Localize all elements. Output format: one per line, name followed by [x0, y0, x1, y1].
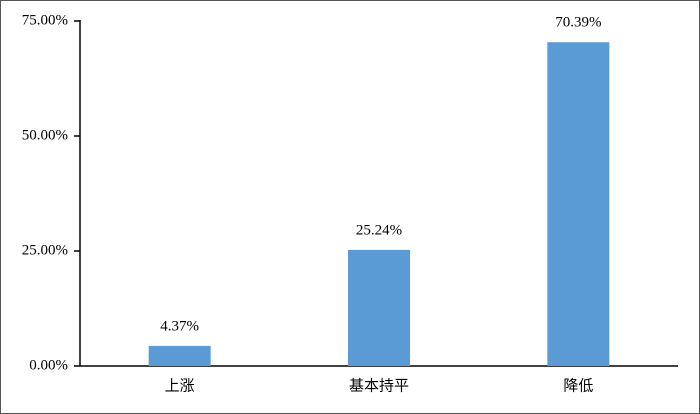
value-label: 4.37% [160, 318, 199, 334]
bar [348, 249, 410, 366]
value-label: 25.24% [356, 222, 402, 238]
bar [547, 42, 610, 367]
y-tick-label: 0.00% [29, 357, 68, 373]
x-tick-label: 上涨 [165, 377, 195, 394]
x-tick-label: 降低 [563, 377, 593, 394]
value-label: 70.39% [555, 15, 601, 31]
bar [148, 345, 211, 366]
y-tick-label: 75.00% [22, 12, 68, 28]
y-tick-label: 25.00% [22, 242, 68, 258]
x-tick-label: 基本持平 [349, 377, 409, 394]
y-tick-label: 50.00% [22, 127, 68, 143]
